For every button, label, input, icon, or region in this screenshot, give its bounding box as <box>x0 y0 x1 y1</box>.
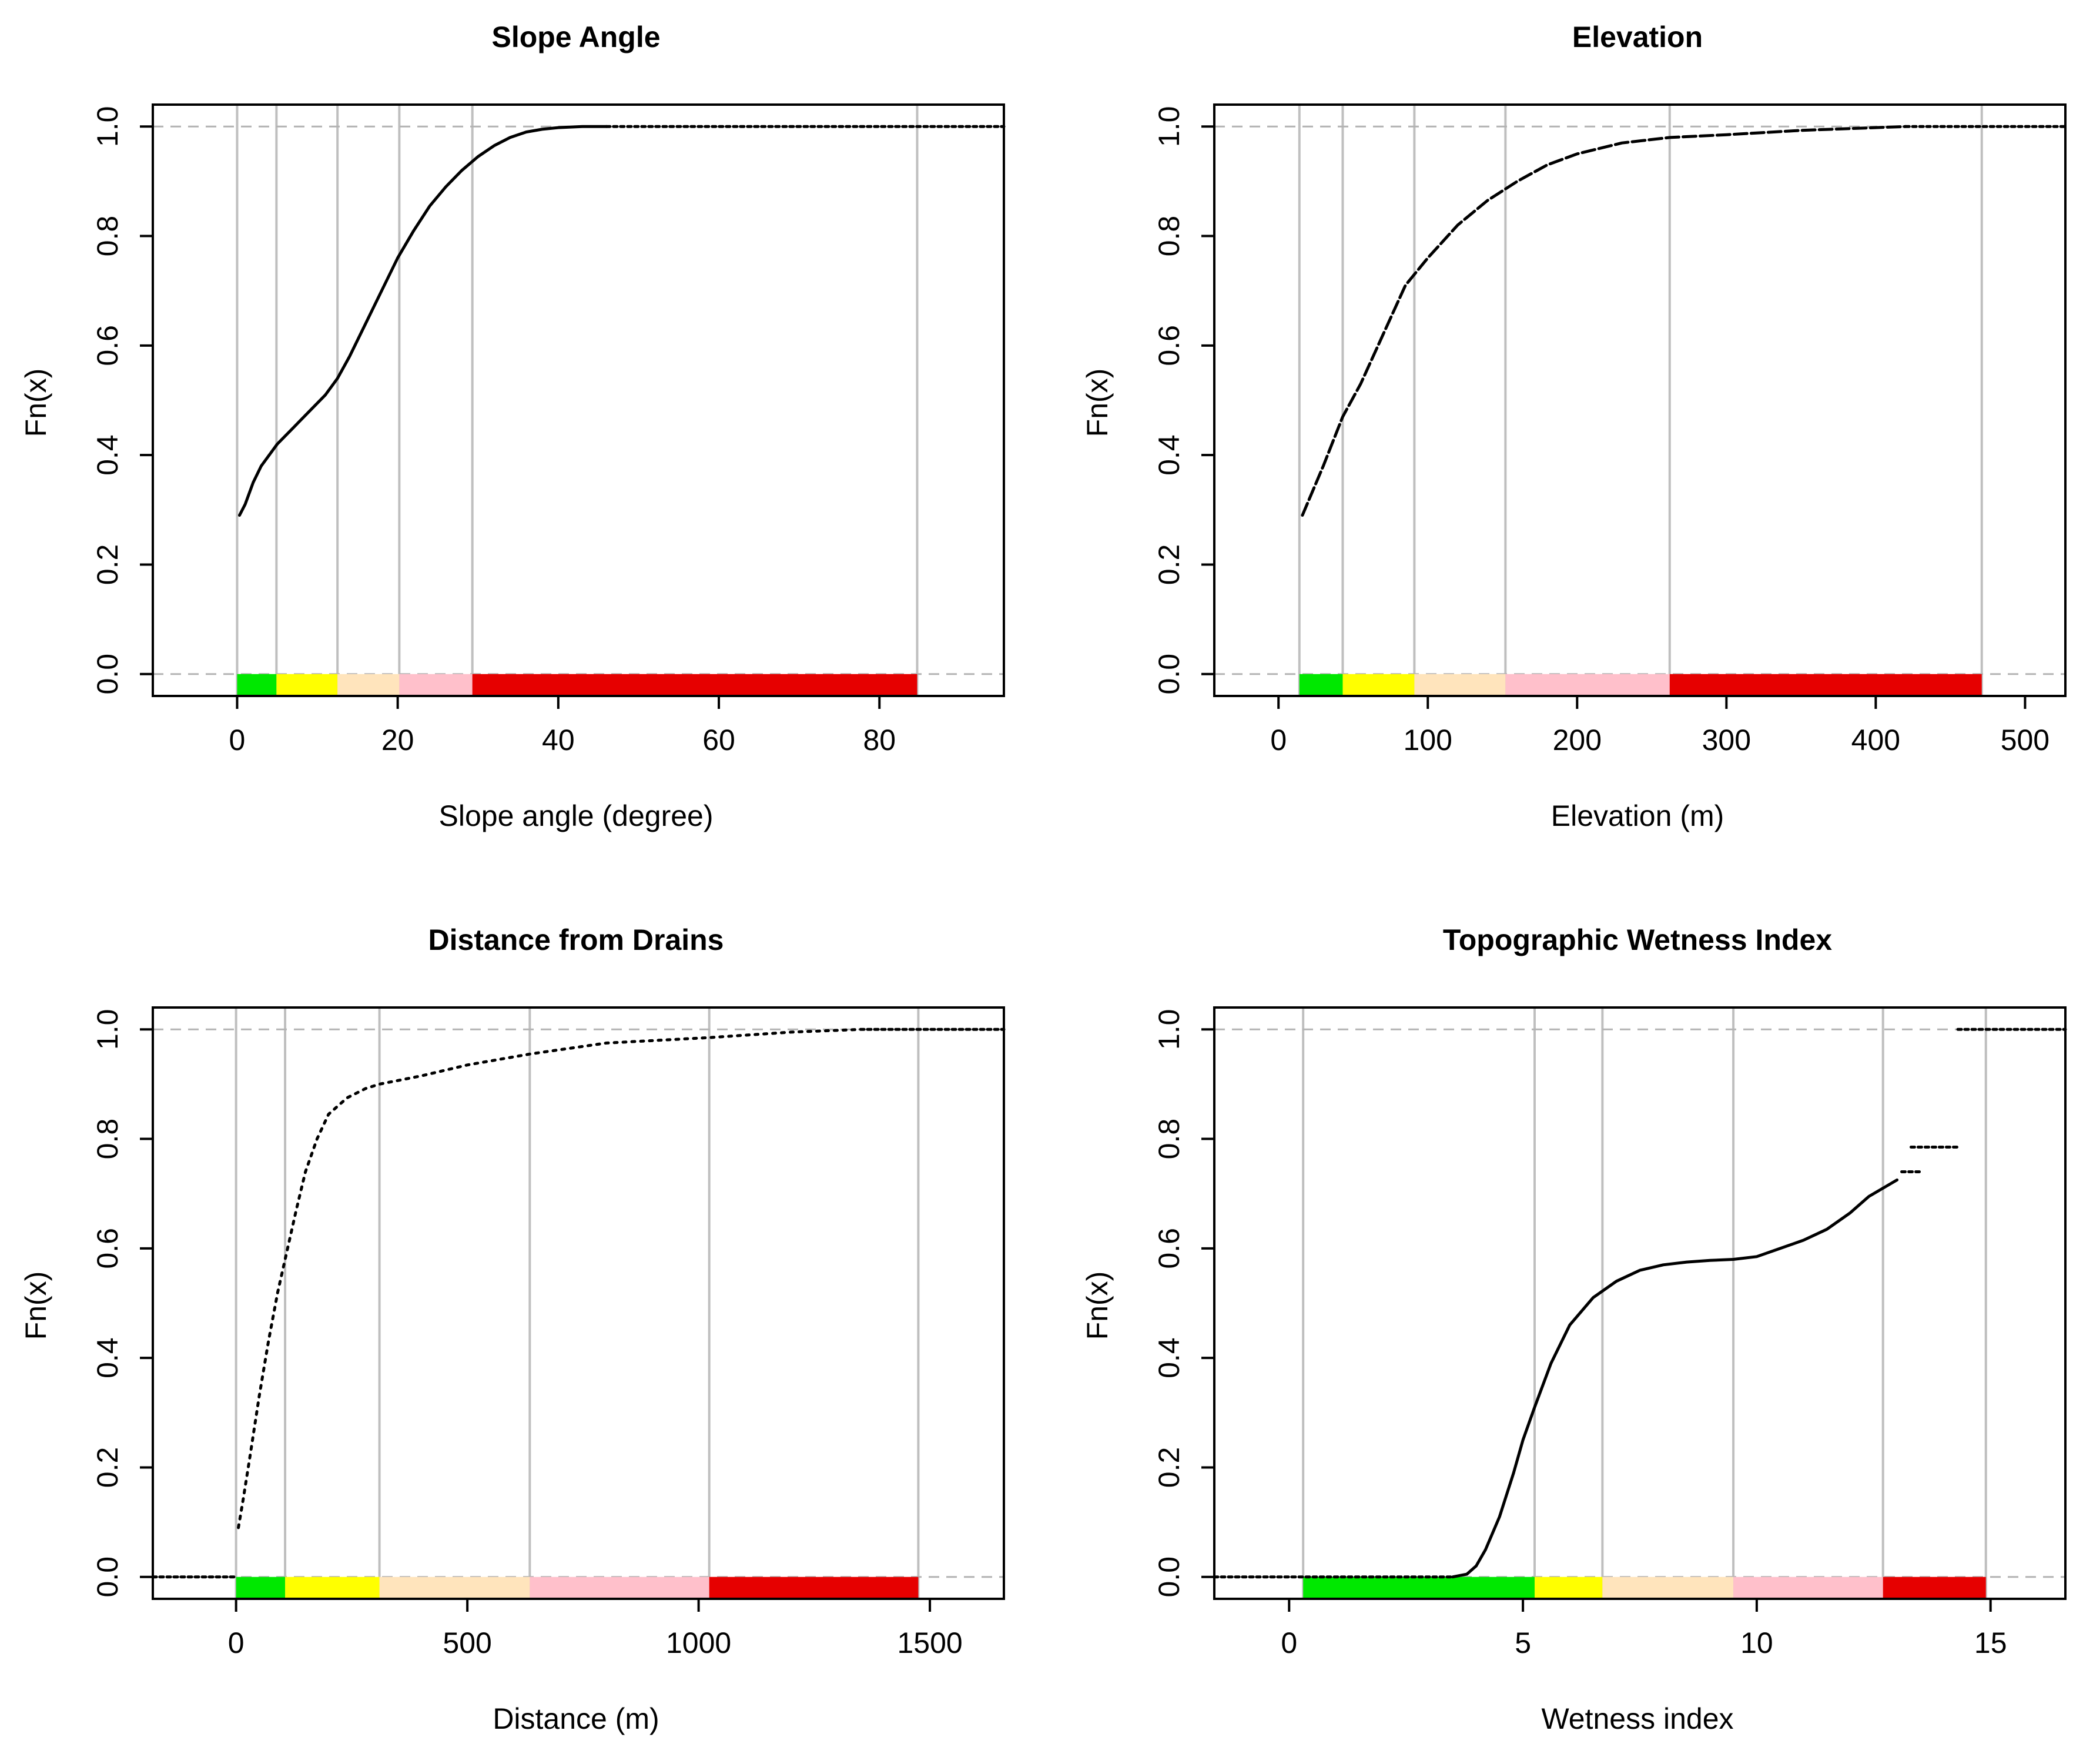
chart-title: Elevation <box>1572 21 1703 53</box>
class-bar-segment <box>1534 1576 1603 1598</box>
class-bar-segment <box>1669 674 1982 695</box>
x-tick-label: 400 <box>1851 724 1900 757</box>
y-axis-label: Fn(x) <box>1081 369 1114 437</box>
y-tick-label: 0.6 <box>91 325 124 366</box>
x-tick-label: 1000 <box>666 1626 731 1659</box>
class-bar-segment <box>236 1576 286 1598</box>
y-tick-label: 0.2 <box>91 1447 124 1488</box>
y-tick-label: 1.0 <box>1153 1009 1185 1050</box>
x-tick-label: 200 <box>1553 724 1602 757</box>
y-axis-label: Fn(x) <box>1081 1271 1114 1340</box>
y-tick-label: 0.0 <box>91 1557 124 1598</box>
y-axis-label: Fn(x) <box>19 369 52 437</box>
y-tick-label: 0.8 <box>91 216 124 257</box>
class-bar-segment <box>530 1576 709 1598</box>
y-tick-label: 0.8 <box>1153 1119 1185 1160</box>
x-tick-label: 100 <box>1404 724 1452 757</box>
plot-frame <box>1213 103 2067 697</box>
x-tick-label: 40 <box>542 724 575 757</box>
class-bar-segment <box>1505 674 1670 695</box>
panel-slope-angle: Slope Angle Slope angle (degree) Fn(x) 0… <box>19 21 1006 832</box>
y-axis-label: Fn(x) <box>19 1271 52 1340</box>
y-tick-label: 0.4 <box>1153 434 1185 476</box>
y-tick-label: 0.2 <box>91 544 124 585</box>
plot-frame <box>152 103 1005 697</box>
class-bar-segment <box>1414 674 1506 695</box>
x-tick-label: 500 <box>443 1626 491 1659</box>
chart-title: Distance from Drains <box>428 923 724 956</box>
y-tick-label: 0.6 <box>1153 1228 1185 1269</box>
y-tick-label: 0.0 <box>1153 654 1185 695</box>
class-bar-segment <box>472 674 917 695</box>
panel-distance-from-drains: Distance from Drains Distance (m) Fn(x) … <box>19 923 1006 1735</box>
class-bar-segment <box>237 674 277 695</box>
x-tick-label: 15 <box>1974 1626 2007 1659</box>
ecdf-line <box>238 125 608 517</box>
y-tick-label: 0.4 <box>91 1337 124 1378</box>
class-bar-segment <box>709 1576 919 1598</box>
y-tick-label: 0.0 <box>91 654 124 695</box>
y-tick-label: 1.0 <box>91 106 124 148</box>
x-tick-label: 300 <box>1702 724 1751 757</box>
chart-title: Slope Angle <box>491 21 660 53</box>
class-bar-segment <box>1602 1576 1734 1598</box>
x-tick-label: 60 <box>702 724 735 757</box>
x-tick-label: 0 <box>228 1626 245 1659</box>
y-tick-label: 1.0 <box>91 1009 124 1050</box>
class-bar-segment <box>1299 674 1343 695</box>
x-tick-label: 0 <box>1270 724 1287 757</box>
x-tick-label: 80 <box>863 724 896 757</box>
class-bar-segment <box>1342 674 1415 695</box>
panel-elevation: Elevation Elevation (m) Fn(x) 0 100 200 300… <box>1081 21 2067 832</box>
y-tick-label: 0.8 <box>1153 216 1185 257</box>
x-axis-label: Distance (m) <box>493 1702 659 1735</box>
plot-frame <box>152 1006 1005 1600</box>
x-tick-label: 0 <box>229 724 246 757</box>
plot-frame <box>1213 1006 2067 1600</box>
panel-topographic-wetness-index: Topographic Wetness Index Wetness index … <box>1081 923 2067 1735</box>
y-tick-label: 0.0 <box>1153 1557 1185 1598</box>
y-tick-label: 0.2 <box>1153 1447 1185 1488</box>
x-axis-label: Slope angle (degree) <box>439 799 714 832</box>
y-tick-label: 0.6 <box>1153 325 1185 366</box>
y-tick-label: 0.6 <box>91 1228 124 1269</box>
x-tick-label: 0 <box>1281 1626 1297 1659</box>
x-tick-label: 500 <box>2001 724 2049 757</box>
ecdf-line <box>1451 1178 1899 1579</box>
class-bar-segment <box>285 1576 380 1598</box>
class-bar-segment <box>1303 1576 1535 1598</box>
chart-title: Topographic Wetness Index <box>1443 923 1832 956</box>
ecdf-line <box>1301 125 1907 517</box>
x-tick-label: 10 <box>1740 1626 1773 1659</box>
x-axis-label: Elevation (m) <box>1551 799 1724 832</box>
class-bar-segment <box>379 1576 530 1598</box>
ecdf-line <box>237 1027 862 1529</box>
class-bar-segment <box>399 674 473 695</box>
class-bar-segment <box>337 674 400 695</box>
x-tick-label: 1500 <box>897 1626 962 1659</box>
x-tick-label: 20 <box>381 724 414 757</box>
y-tick-label: 0.2 <box>1153 544 1185 585</box>
x-axis-label: Wetness index <box>1541 1702 1733 1735</box>
class-bar-segment <box>1733 1576 1883 1598</box>
y-tick-label: 1.0 <box>1153 106 1185 148</box>
x-tick-label: 5 <box>1515 1626 1531 1659</box>
y-tick-label: 0.4 <box>91 434 124 476</box>
class-bar-segment <box>276 674 338 695</box>
class-bar-segment <box>1883 1576 1986 1598</box>
y-tick-label: 0.8 <box>91 1119 124 1160</box>
y-tick-label: 0.4 <box>1153 1337 1185 1378</box>
